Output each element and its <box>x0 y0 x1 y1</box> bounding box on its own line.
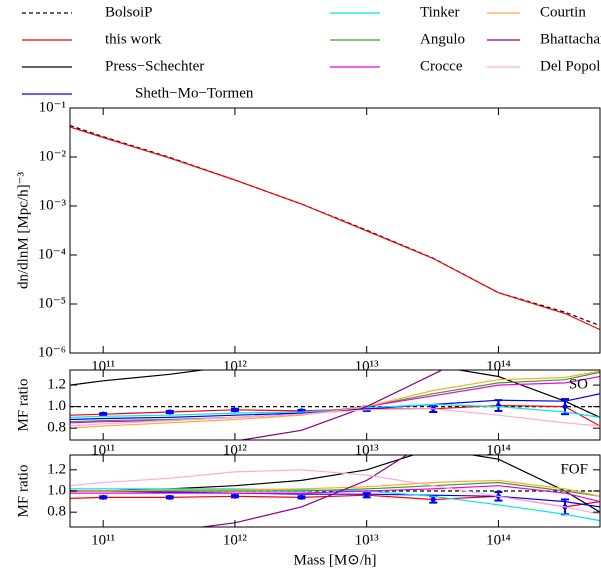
point <box>430 496 436 502</box>
x-tick-label: 10¹³ <box>355 442 379 458</box>
series-line <box>70 408 600 427</box>
y-tick-label: 1.0 <box>47 482 66 498</box>
series-line <box>70 485 600 503</box>
point <box>232 493 238 499</box>
x-tick-label: 10¹² <box>223 532 247 548</box>
x-tick-label: 10¹⁴ <box>486 532 511 548</box>
x-tick-label: 10¹¹ <box>91 442 115 458</box>
series-line <box>70 124 600 327</box>
legend-label: Courtin <box>540 4 586 20</box>
point <box>364 492 370 498</box>
y-axis-label: MF ratio <box>15 379 31 432</box>
series-line <box>197 455 408 527</box>
x-tick-label: 10¹² <box>223 442 247 458</box>
y-tick-label: 10⁻⁶ <box>38 344 66 360</box>
x-tick-label: 10¹¹ <box>91 532 115 548</box>
point <box>100 494 106 500</box>
y-axis-label: MF ratio <box>15 465 31 518</box>
frame <box>69 107 601 354</box>
series-line <box>70 371 600 423</box>
point <box>232 407 238 413</box>
series-line <box>70 469 600 515</box>
legend-label: Del Popolo <box>540 58 601 74</box>
point <box>167 494 173 500</box>
y-tick-label: 10⁻⁵ <box>38 295 66 311</box>
y-tick-label: 10⁻¹ <box>39 99 66 115</box>
point <box>298 494 304 500</box>
series-line <box>237 370 444 440</box>
point <box>562 404 568 410</box>
y-axis-label: dn/dlnM [Mpc/h]⁻³ <box>15 172 31 289</box>
y-tick-label: 1.2 <box>47 377 66 393</box>
series-line <box>70 479 600 497</box>
point <box>100 411 106 417</box>
legend-label: Press−Schechter <box>105 58 204 74</box>
annotation: FOF <box>560 461 588 477</box>
annotation: SO <box>569 376 588 392</box>
y-tick-label: 1.0 <box>47 398 66 414</box>
legend-label: Crocce <box>420 58 463 74</box>
series-line <box>70 455 600 513</box>
series-line <box>70 126 600 331</box>
y-tick-label: 10⁻³ <box>39 197 67 213</box>
x-axis-label: Mass [M⊙/h] <box>294 552 377 568</box>
legend-label: Sheth−Mo−Tormen <box>135 85 254 101</box>
legend-label: Bhattacharya <box>540 31 601 47</box>
legend-label: Angulo <box>420 31 465 47</box>
plot-area <box>70 124 600 331</box>
plot-area <box>70 455 600 527</box>
series-line <box>70 370 600 418</box>
legend-label: BolsoiP <box>105 4 153 20</box>
frame <box>69 369 601 441</box>
y-tick-label: 10⁻² <box>39 148 67 164</box>
y-tick-label: 10⁻⁴ <box>38 246 66 262</box>
legend-label: this work <box>105 31 162 47</box>
x-tick-label: 10¹³ <box>355 532 379 548</box>
x-tick-label: 10¹⁴ <box>486 442 511 458</box>
y-tick-label: 0.8 <box>47 504 66 520</box>
point <box>167 409 173 415</box>
plot-area <box>70 370 600 440</box>
y-tick-label: 0.8 <box>47 420 66 436</box>
series-line <box>70 370 600 429</box>
y-tick-label: 1.2 <box>47 461 66 477</box>
legend-label: Tinker <box>420 4 459 20</box>
series-line <box>70 494 600 508</box>
